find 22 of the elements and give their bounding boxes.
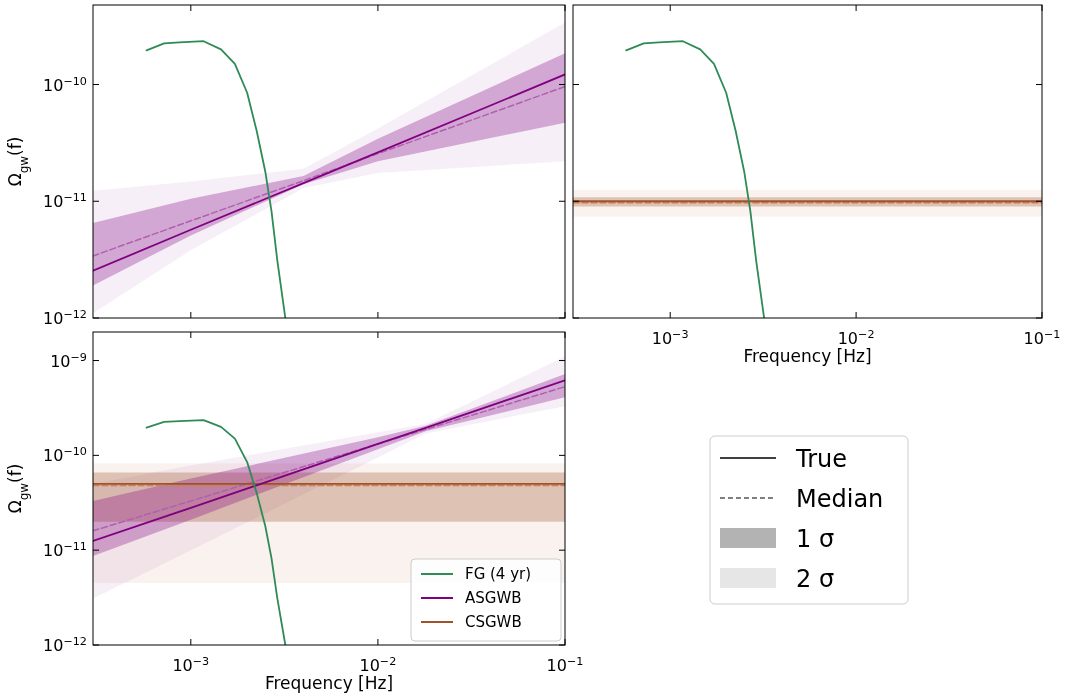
y-tick-label: 10$^{−11}$ [43,539,87,561]
y-tick-label: 10$^{−10}$ [43,74,87,95]
text: Median [796,485,884,513]
x-tick-label: 10$^{−1}$ [546,654,584,675]
x-tick-label: 10$^{−2}$ [359,654,397,675]
legend-label: CSGWB [465,613,522,631]
x-tick-label: 10$^{−1}$ [1023,327,1061,348]
x-tick-label: 10$^{−3}$ [172,654,210,675]
legend-label: FG (4 yr) [465,565,532,583]
x-tick-label: 10$^{−3}$ [651,327,689,348]
text: 1 σ [796,525,835,553]
y-tick-label: 10$^{−12}$ [43,307,87,328]
text: True [795,445,847,473]
y-tick-label: 10$^{−12}$ [43,634,87,655]
legend-label: ASGWB [465,589,522,607]
y-tick-label: 10$^{−9}$ [50,350,87,371]
x-axis-title: Frequency [Hz] [743,346,872,366]
x-axis-title: Frequency [Hz] [264,673,394,693]
text: 2 σ [796,565,835,593]
x-tick-label: 10$^{−2}$ [837,327,875,348]
y-tick-label: 10$^{−11}$ [43,190,87,212]
y-tick-label: 10$^{−10}$ [43,444,87,466]
